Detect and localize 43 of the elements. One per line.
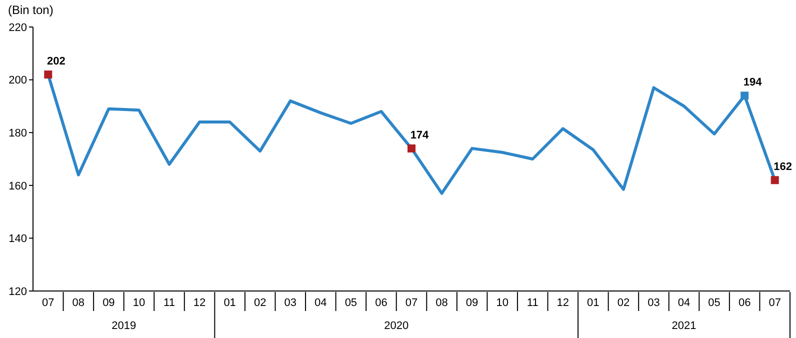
x-tick-label: 08 xyxy=(436,297,448,309)
x-tick-label: 01 xyxy=(224,297,236,309)
x-tick-label: 12 xyxy=(193,297,206,309)
text: 2020 xyxy=(384,320,409,332)
x-tick-label: 09 xyxy=(102,297,115,309)
point xyxy=(740,92,749,100)
x-tick-label: 11 xyxy=(526,297,538,309)
x-tick-label: 05 xyxy=(344,297,358,309)
x-tick-label: 12 xyxy=(556,297,570,309)
x-tick-label: 11 xyxy=(164,297,175,309)
data-label: 174 xyxy=(410,129,430,142)
x-tick-label: 04 xyxy=(678,297,690,309)
x-tick-label: 02 xyxy=(617,297,630,309)
y-tick-label: 180 xyxy=(8,128,27,140)
x-tick-label: 01 xyxy=(587,297,600,309)
x-tick-label: 05 xyxy=(708,297,720,309)
y-tick-label: 160 xyxy=(8,180,27,192)
text: 2021 xyxy=(672,320,696,332)
x-tick-label: 04 xyxy=(314,297,327,309)
y-tick-label: 220 xyxy=(8,22,27,34)
y-tick-label: 140 xyxy=(8,233,27,246)
x-tick-label: 02 xyxy=(254,297,266,309)
point xyxy=(770,176,779,184)
point xyxy=(408,144,416,152)
point xyxy=(44,70,52,79)
x-tick-label: 03 xyxy=(648,297,660,309)
x-tick-label: 03 xyxy=(284,297,297,309)
y-tick-label: 120 xyxy=(8,286,27,298)
data-label: 162 xyxy=(774,161,792,174)
y-axis-title: (Bin ton) xyxy=(8,3,54,17)
x-tick-label: 07 xyxy=(768,297,781,309)
x-tick-label: 06 xyxy=(375,297,388,309)
y-tick-label: 200 xyxy=(8,74,27,87)
x-tick-label: 09 xyxy=(466,297,478,309)
data-label: 194 xyxy=(743,76,763,89)
data-label: 202 xyxy=(46,56,66,68)
x-tick-label: 07 xyxy=(42,297,54,309)
x-tick-label: 10 xyxy=(496,297,508,309)
x-tick-label: 08 xyxy=(72,297,85,309)
x-tick-label: 06 xyxy=(738,297,751,309)
text: 2019 xyxy=(112,320,136,332)
x-tick-label: 10 xyxy=(132,297,146,309)
x-tick-label: 07 xyxy=(405,297,418,309)
